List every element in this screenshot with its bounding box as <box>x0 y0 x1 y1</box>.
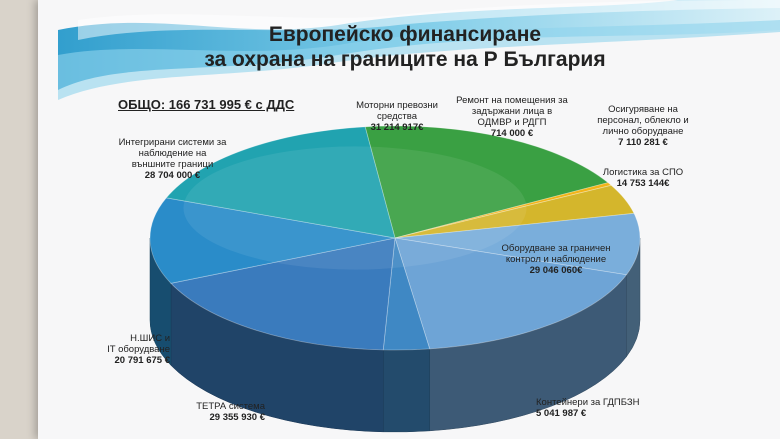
pie-side-walls <box>149 237 641 433</box>
slice-value-0: 31 214 917€ <box>370 122 424 133</box>
chart-title: Европейско финансиране за охрана на гран… <box>190 22 620 72</box>
pie-highlight <box>183 146 527 270</box>
slice-label-2-line-0: Осигуряване на <box>608 104 678 115</box>
slice-label-1-line-0: Ремонт на помещения за <box>456 95 568 106</box>
slice-label-0-line-1: средства <box>377 111 417 122</box>
slice-label-8-line-2: външните граници <box>131 159 214 170</box>
pie-slice-4 <box>394 237 628 350</box>
pie-slice-2 <box>394 184 635 239</box>
slice-label-4: Оборудване за граничен контрол и наблюде… <box>486 243 626 276</box>
pie-slice-5 <box>382 237 431 351</box>
slice-label-2-line-1: персонал, облекло и <box>597 115 689 126</box>
slice-value-8: 28 704 000 € <box>144 170 201 181</box>
slice-label-7-line-0: Н.ШИС и <box>130 333 170 344</box>
chart-title-line-1: Европейско финансиране <box>268 23 542 46</box>
pie-slice-0 <box>364 125 609 239</box>
slice-label-7-line-1: IT оборудване <box>107 344 170 355</box>
slice-label-5: Контейнери за ГДПБЗН 5 041 987 € <box>536 397 666 419</box>
slice-label-8-line-0: Интегрирани системи за <box>118 137 227 148</box>
pie-slice-1 <box>394 182 613 239</box>
slice-value-3: 14 753 144€ <box>616 178 670 189</box>
slice-value-1: 714 000 € <box>490 128 534 139</box>
slice-label-3: Логистика за СПО 14 753 144€ <box>588 167 698 189</box>
slice-label-3-line-0: Логистика за СПО <box>602 167 684 178</box>
slice-value-7: 20 791 675 € <box>114 355 170 366</box>
slice-label-0-line-0: Моторни превозни <box>356 100 438 111</box>
slice-label-4-line-0: Оборудване за граничен <box>501 243 611 254</box>
slice-label-1-line-1: задържани лица в <box>471 106 553 117</box>
slice-label-2: Осигуряване на персонал, облекло и лично… <box>588 104 698 148</box>
pie-slice-3 <box>394 212 641 276</box>
total-label: ОБЩО: 166 731 995 € с ДДС <box>118 97 295 112</box>
slice-label-7: Н.ШИС и IT оборудване 20 791 675 € <box>80 333 170 366</box>
slice-value-6: 29 355 930 € <box>209 412 265 423</box>
pie-slice-7 <box>149 197 396 284</box>
chart-title-line-2: за охрана на границите на Р България <box>204 48 606 71</box>
slice-value-2: 7 110 281 € <box>618 137 668 148</box>
pie-slice-8 <box>165 126 396 239</box>
slice-label-6: ТЕТРА система 29 355 930 € <box>170 401 265 423</box>
slice-label-8-line-1: наблюдение на <box>138 148 207 159</box>
slice-label-8: Интегрирани системи за наблюдение на вън… <box>110 137 235 181</box>
slice-label-1-line-2: ОДМВР и РДГП <box>477 117 547 128</box>
slice-label-6-line-0: ТЕТРА система <box>196 401 265 412</box>
slice-value-5: 5 041 987 € <box>536 408 587 419</box>
slice-label-0: Моторни превозни средства 31 214 917€ <box>352 100 442 133</box>
pie-top-slices <box>149 125 641 351</box>
slice-value-4: 29 046 060€ <box>529 265 583 276</box>
header-wave-decoration <box>58 0 780 100</box>
slice-label-2-line-2: лично оборудване <box>602 126 684 137</box>
background-surface <box>0 0 38 439</box>
slice-label-5-line-0: Контейнери за ГДПБЗН <box>536 397 640 408</box>
pie-side-5 <box>383 348 430 433</box>
slice-label-1: Ремонт на помещения за задържани лица в … <box>452 95 572 139</box>
slice-label-4-line-1: контрол и наблюдение <box>505 254 607 265</box>
pie-slice-6 <box>170 237 396 351</box>
